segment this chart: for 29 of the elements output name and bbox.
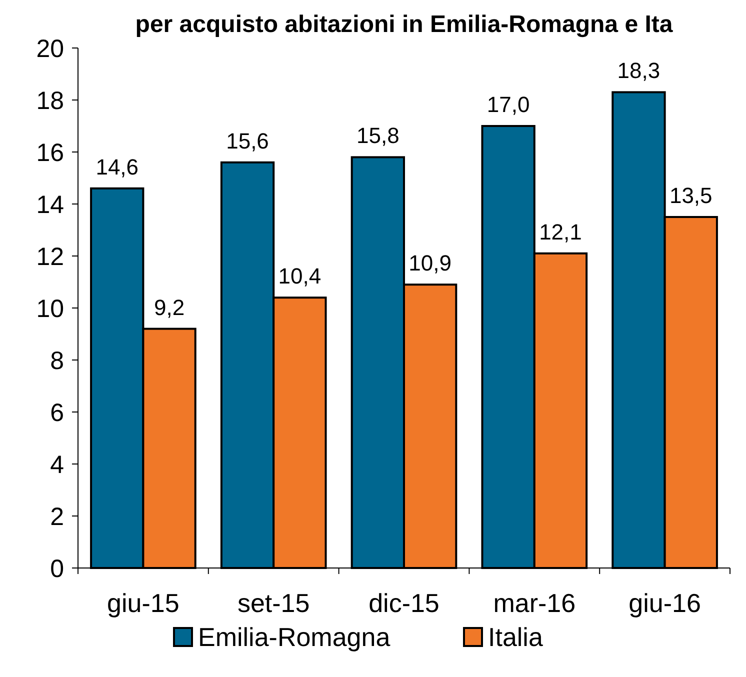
legend-label: Emilia-Romagna xyxy=(198,622,391,652)
data-label: 9,2 xyxy=(154,294,185,320)
legend-label: Italia xyxy=(488,622,544,652)
data-label: 14,6 xyxy=(96,154,139,180)
data-label: 17,0 xyxy=(486,92,530,117)
data-label: 10,9 xyxy=(408,250,452,276)
x-tick-label: mar-16 xyxy=(493,588,576,618)
x-tick-label: dic-15 xyxy=(368,588,440,618)
y-tick-label: 16 xyxy=(36,138,64,167)
data-label: 18,3 xyxy=(617,58,660,84)
y-tick-label: 20 xyxy=(36,34,64,63)
x-tick-label: giu-16 xyxy=(628,588,701,618)
y-tick-label: 12 xyxy=(36,242,64,271)
y-tick-label: 6 xyxy=(50,398,64,427)
x-tick-label: giu-15 xyxy=(107,588,180,618)
y-tick-label: 18 xyxy=(36,86,64,115)
data-label: 15,6 xyxy=(226,128,269,154)
y-tick-label: 0 xyxy=(50,554,64,583)
data-label: 13,5 xyxy=(669,183,712,208)
data-label: 10,4 xyxy=(278,264,322,289)
y-tick-label: 8 xyxy=(50,346,64,375)
x-tick-label: set-15 xyxy=(237,588,310,618)
y-tick-label: 10 xyxy=(36,294,64,323)
data-label: 15,8 xyxy=(356,123,400,148)
y-tick-label: 4 xyxy=(50,450,64,479)
data-label: 12,1 xyxy=(539,219,582,244)
chart-title: per acquisto abitazioni in Emilia-Romagna e Ita xyxy=(135,11,674,38)
y-tick-label: 2 xyxy=(50,502,64,531)
y-tick-label: 14 xyxy=(36,190,64,219)
